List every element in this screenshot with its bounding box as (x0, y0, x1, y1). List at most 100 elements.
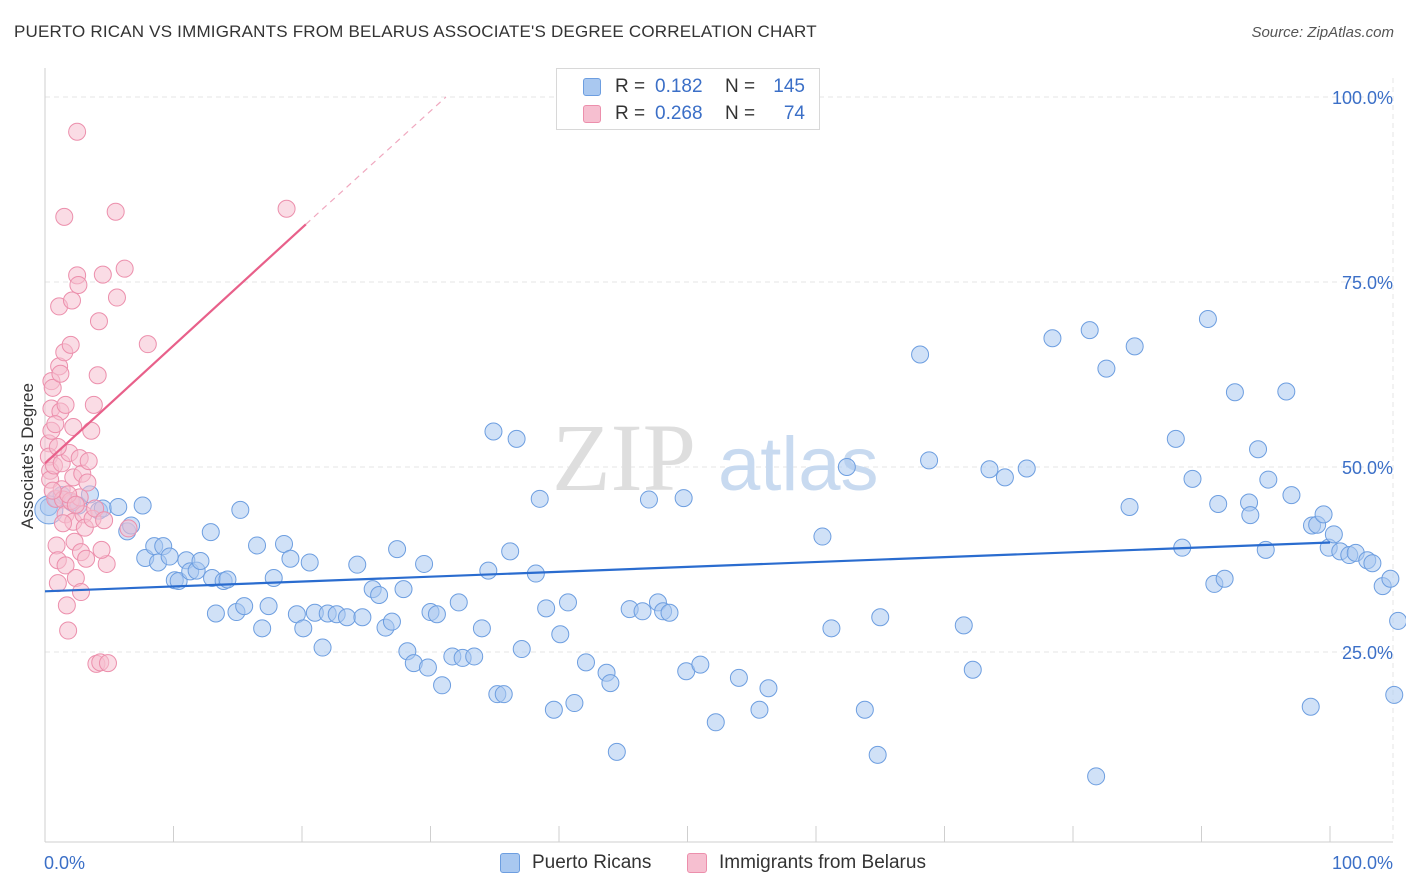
data-point-puerto-ricans (601, 674, 620, 693)
data-point-belarus (107, 288, 126, 307)
data-point-belarus (46, 415, 65, 434)
data-point-puerto-ricans (750, 700, 769, 719)
trend-line-belarus (44, 223, 307, 465)
data-point-puerto-ricans (871, 608, 890, 627)
stats-legend: R = 0.182 N = 145 R = 0.268 N = 74 (556, 68, 820, 130)
data-point-puerto-ricans (253, 619, 272, 638)
data-point-puerto-ricans (1314, 505, 1333, 524)
data-point-puerto-ricans (1277, 382, 1296, 401)
data-point-puerto-ricans (1120, 497, 1139, 516)
trend-extension-belarus (305, 96, 447, 225)
legend-item-belarus[interactable]: Immigrants from Belarus (687, 852, 926, 874)
data-point-puerto-ricans (206, 604, 225, 623)
data-point-puerto-ricans (980, 460, 999, 479)
data-point-puerto-ricans (160, 547, 179, 566)
data-point-puerto-ricans (855, 700, 874, 719)
data-point-puerto-ricans (1282, 486, 1301, 505)
data-point-puerto-ricans (353, 608, 372, 627)
data-point-puerto-ricans (1097, 359, 1116, 378)
data-point-puerto-ricans (537, 599, 556, 618)
data-point-puerto-ricans (530, 489, 549, 508)
data-point-puerto-ricans (565, 694, 584, 713)
data-point-puerto-ricans (911, 345, 930, 364)
legend-swatch-pink (583, 105, 601, 123)
data-point-puerto-ricans (1363, 554, 1382, 573)
y-tick-label: 100.0% (1332, 88, 1393, 108)
source-note: Source: ZipAtlas.com (1251, 24, 1394, 41)
data-point-puerto-ricans (1225, 383, 1244, 402)
data-point-puerto-ricans (729, 668, 748, 687)
data-point-puerto-ricans (1125, 337, 1144, 356)
data-point-puerto-ricans (1209, 495, 1228, 513)
series-immigrants-from-belarus (39, 122, 296, 673)
data-point-belarus (119, 519, 138, 538)
data-point-puerto-ricans (1017, 459, 1036, 478)
data-point-puerto-ricans (822, 619, 841, 638)
data-point-puerto-ricans (294, 619, 313, 638)
data-point-belarus (59, 621, 78, 640)
data-point-belarus (43, 481, 62, 500)
data-point-puerto-ricans (759, 679, 778, 698)
n-label: N = (725, 76, 756, 97)
data-point-puerto-ricans (639, 490, 658, 509)
data-point-puerto-ricans (388, 540, 407, 559)
data-point-belarus (106, 202, 125, 221)
data-point-puerto-ricans (449, 593, 468, 612)
data-point-puerto-ricans (837, 458, 856, 476)
data-point-puerto-ricans (660, 603, 679, 622)
data-point-puerto-ricans (337, 608, 356, 627)
data-point-belarus (71, 583, 90, 602)
data-point-puerto-ricans (494, 685, 513, 704)
data-point-puerto-ricans (281, 549, 300, 568)
legend-item-puerto-ricans[interactable]: Puerto Ricans (500, 852, 651, 874)
data-point-puerto-ricans (382, 612, 401, 631)
data-point-belarus (48, 574, 67, 593)
data-point-belarus (115, 259, 134, 278)
x-tick-label: 100.0% (1332, 853, 1393, 873)
data-point-puerto-ricans (691, 655, 710, 674)
data-point-puerto-ricans (370, 586, 389, 605)
n-label: N = (725, 103, 756, 124)
data-point-puerto-ricans (633, 602, 652, 621)
series-legend: Puerto Ricans Immigrants from Belarus (0, 852, 1406, 876)
grid-lines (45, 78, 1394, 842)
trend-lines (44, 96, 1331, 593)
data-point-belarus (98, 654, 117, 673)
data-point-puerto-ricans (348, 555, 367, 574)
data-point-belarus (88, 366, 107, 385)
data-point-puerto-ricans (1183, 469, 1202, 488)
data-point-puerto-ricans (472, 619, 491, 638)
data-point-puerto-ricans (427, 605, 446, 624)
stats-row-belarus: R = 0.268 N = 74 (583, 101, 805, 127)
data-point-puerto-ricans (1166, 429, 1185, 448)
data-point-belarus (55, 207, 74, 226)
data-point-puerto-ricans (1215, 569, 1234, 588)
data-point-belarus (62, 291, 81, 310)
data-point-puerto-ricans (512, 640, 531, 659)
y-tick-label: 75.0% (1342, 273, 1393, 293)
data-point-belarus (79, 452, 98, 471)
data-point-puerto-ricans (868, 745, 887, 764)
data-point-belarus (57, 596, 76, 615)
data-point-belarus (66, 495, 85, 514)
r-label: R = (615, 103, 646, 124)
stats-row-puerto-ricans: R = 0.182 N = 145 (583, 74, 805, 100)
data-point-puerto-ricans (1080, 321, 1099, 340)
data-point-puerto-ricans (1198, 310, 1217, 328)
legend-swatch-blue (583, 78, 601, 96)
data-point-puerto-ricans (1043, 329, 1062, 348)
data-point-puerto-ricans (484, 422, 503, 441)
data-point-belarus (95, 511, 114, 530)
data-point-puerto-ricans (433, 676, 452, 695)
data-point-puerto-ricans (995, 468, 1014, 487)
y-tick-label: 50.0% (1342, 458, 1393, 478)
data-point-puerto-ricans (1381, 569, 1400, 588)
data-point-puerto-ricans (133, 496, 152, 515)
tick-labels: 25.0% 50.0% 75.0% 100.0% 0.0% 100.0% (44, 88, 1393, 873)
data-point-belarus (43, 378, 62, 397)
data-point-puerto-ricans (576, 653, 595, 672)
data-point-belarus (78, 473, 97, 492)
data-point-belarus (56, 556, 75, 575)
data-point-belarus (64, 418, 83, 437)
